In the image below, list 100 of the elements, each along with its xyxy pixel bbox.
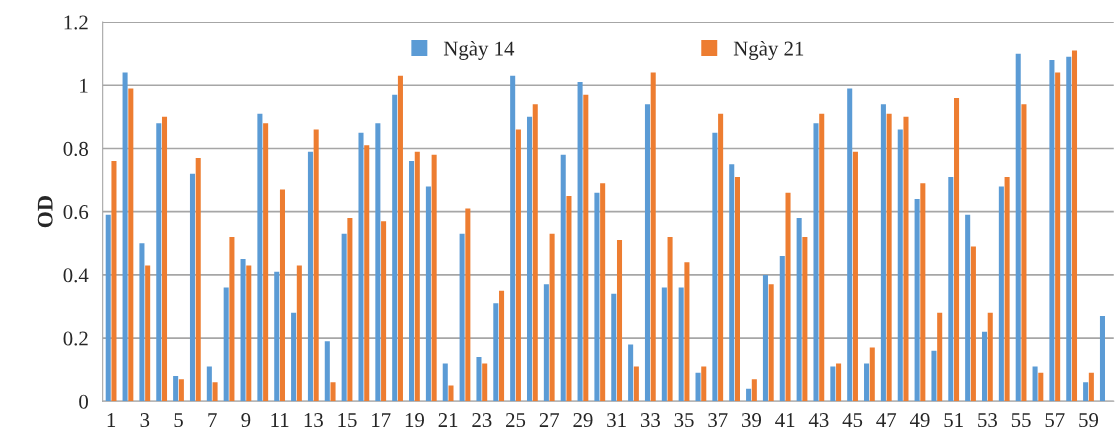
bar xyxy=(263,123,269,402)
x-tick-label: 17 xyxy=(372,413,391,427)
x-tick-label: 31 xyxy=(607,413,626,428)
bar xyxy=(830,366,836,402)
bar xyxy=(330,382,336,402)
bar xyxy=(802,236,808,402)
bar xyxy=(611,293,617,402)
bar xyxy=(931,350,937,402)
bar xyxy=(274,271,280,402)
bar xyxy=(1032,366,1038,402)
y-tick-label: 0.2 xyxy=(63,331,88,346)
bar xyxy=(684,262,690,402)
bar xyxy=(341,233,347,402)
y-tick-label: 0 xyxy=(79,394,88,409)
x-tick-label: 33 xyxy=(640,413,660,428)
bar xyxy=(493,303,499,402)
bar xyxy=(156,123,162,402)
bar xyxy=(105,214,111,402)
bar xyxy=(954,97,960,402)
bar xyxy=(178,379,184,402)
bar xyxy=(1055,72,1061,402)
bar xyxy=(650,72,656,402)
x-tick-label: 3 xyxy=(140,413,150,428)
bar xyxy=(459,233,465,402)
bar xyxy=(616,240,623,402)
bar xyxy=(206,366,212,402)
bar xyxy=(442,363,448,402)
bar xyxy=(145,265,151,402)
x-tick-label: 35 xyxy=(674,413,694,428)
legend-label: Ngày 14 xyxy=(443,40,515,60)
bar xyxy=(864,363,870,402)
bar xyxy=(937,312,943,402)
bar xyxy=(577,82,583,402)
bar xyxy=(139,243,145,402)
bar xyxy=(1049,59,1055,402)
bar xyxy=(532,104,538,402)
bar xyxy=(364,145,370,402)
bar xyxy=(257,113,263,402)
x-tick-label: 53 xyxy=(978,413,997,428)
bar xyxy=(746,388,752,402)
bar xyxy=(515,129,521,402)
bar xyxy=(1038,372,1044,402)
bar xyxy=(448,385,454,402)
bar xyxy=(465,208,471,402)
bar xyxy=(869,347,875,402)
bar xyxy=(499,290,505,402)
bar xyxy=(566,195,572,402)
y-axis-title: OD xyxy=(37,196,53,228)
x-tick-label: 49 xyxy=(909,413,930,428)
bar xyxy=(987,312,993,402)
bar xyxy=(886,113,892,402)
bar xyxy=(914,199,920,402)
bar xyxy=(240,259,246,402)
bar xyxy=(852,151,858,402)
x-tick-label: 1 xyxy=(107,413,116,427)
bar xyxy=(594,192,600,402)
bar xyxy=(819,113,825,402)
x-tick-label: 45 xyxy=(842,413,863,428)
bar xyxy=(510,75,516,402)
bar xyxy=(111,161,117,402)
bar xyxy=(291,312,297,402)
bar xyxy=(897,129,903,402)
bar xyxy=(768,284,774,402)
bar xyxy=(212,382,218,402)
bar xyxy=(633,366,639,402)
bar xyxy=(785,192,791,402)
bar xyxy=(347,218,353,402)
x-tick-label: 51 xyxy=(944,413,963,428)
y-tick-label: 1 xyxy=(80,78,88,93)
bar xyxy=(1099,315,1106,402)
x-tick-label: 59 xyxy=(1079,413,1099,428)
x-tick-label: 7 xyxy=(208,413,217,427)
bar xyxy=(667,236,673,402)
y-tick-label: 1.2 xyxy=(64,15,88,30)
bar xyxy=(600,183,606,402)
bar xyxy=(712,132,718,402)
bar xyxy=(296,265,302,402)
bar xyxy=(1066,56,1072,402)
bar xyxy=(1088,372,1094,402)
bar xyxy=(1071,50,1078,402)
x-tick-label: 29 xyxy=(573,413,593,428)
y-tick-label: 0.6 xyxy=(63,205,89,220)
bar xyxy=(695,372,701,402)
bar xyxy=(1015,53,1021,402)
bar xyxy=(425,186,431,402)
bar xyxy=(762,274,768,402)
bar xyxy=(970,246,976,402)
bar xyxy=(880,104,886,402)
x-tick-label: 9 xyxy=(241,413,251,428)
bar xyxy=(981,331,988,402)
bar xyxy=(701,366,707,402)
bar xyxy=(678,287,684,402)
bar xyxy=(751,379,757,402)
x-tick-label: 19 xyxy=(405,413,424,428)
x-tick-label: 13 xyxy=(304,413,323,428)
bar xyxy=(482,363,488,402)
bar xyxy=(189,173,196,402)
y-tick-label: 0.8 xyxy=(63,141,88,156)
x-tick-label: 27 xyxy=(539,413,560,427)
bar xyxy=(414,151,420,402)
